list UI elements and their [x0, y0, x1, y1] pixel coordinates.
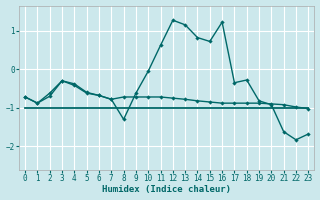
X-axis label: Humidex (Indice chaleur): Humidex (Indice chaleur)	[102, 185, 231, 194]
